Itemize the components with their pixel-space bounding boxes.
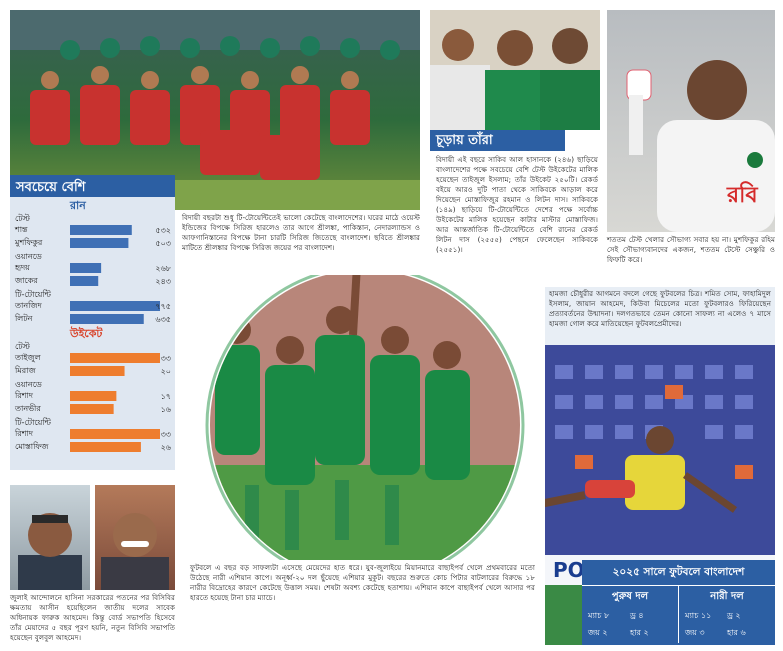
player-name: তানজিদ <box>14 301 43 310</box>
format-label: টেস্ট <box>15 213 31 223</box>
value-label: ৬৩৫ <box>155 315 171 324</box>
bar <box>70 314 144 324</box>
team-stat: ড্র ২ <box>727 611 741 620</box>
value-label: ৫০৩ <box>155 239 171 248</box>
mushfiq-caption: শততম টেস্ট খেলার সৌভাগ্য সবার হয় না। মু… <box>607 235 775 264</box>
bar <box>70 276 99 286</box>
team-stats: ম্যাচ ১১ ড্র ২ জয় ৩ হার ৬ <box>685 610 769 640</box>
team-stats: ম্যাচ ৮ ড্র ৪ জয় ২ হার ২ <box>588 610 672 640</box>
stats-panel: সবচেয়ে বেশি রান টেস্ট শান্ত ৫৩২ মুশফিকুর ৫০৩ ও… <box>10 175 175 470</box>
bar <box>70 442 141 452</box>
player-name: রিশাদ <box>14 429 34 438</box>
panel-title: সবচেয়ে বেশি <box>15 178 87 195</box>
player-name: হৃদয় <box>14 263 30 272</box>
records-text: বিদায়ী এই বছরে সাকিব আল হাসানকে (২৪৬) ছ… <box>436 155 598 254</box>
player-name: মুশফিকুর <box>14 238 43 247</box>
format-label: ওয়ানডে <box>15 380 42 389</box>
jersey-text: রবি <box>726 181 758 208</box>
bulbul-photo <box>95 485 175 590</box>
bar <box>70 225 132 235</box>
summary-title: ২০২৫ সালে ফুটবলে বাংলাদেশ <box>582 560 775 586</box>
records-photo <box>430 10 600 130</box>
section-heading: রান <box>69 199 86 212</box>
value-label: ২৬৮ <box>155 264 171 273</box>
value-label: ৭৭৫ <box>155 302 171 311</box>
team-column: নারী দল ম্যাচ ১১ ড্র ২ জয় ৩ হার ৬ <box>678 586 775 643</box>
format-label: টি-টোয়েন্টি <box>14 289 52 299</box>
team-stat: হার ৬ <box>727 628 746 637</box>
bar <box>70 391 117 401</box>
faruk-photo-art <box>18 513 82 590</box>
women-photo-art <box>205 264 525 585</box>
team-stat: ম্যাচ ১১ <box>685 611 712 620</box>
value-label: ২৪৩ <box>155 277 171 286</box>
section-heading: উইকেট <box>69 326 103 340</box>
team-name: পুরুষ দল <box>611 591 649 602</box>
bar <box>70 301 160 311</box>
player-name: রিশাদ <box>14 391 34 400</box>
faruk-photo <box>10 485 90 590</box>
bar <box>70 366 125 376</box>
team-stat: ড্র ৪ <box>630 611 644 620</box>
records-photo-art <box>430 28 600 130</box>
value-label: ২৬ <box>161 443 171 452</box>
value-label: ৩৩ <box>161 354 171 363</box>
player-name: তাইজুল <box>14 353 42 362</box>
team-photo-art <box>10 10 420 210</box>
bar <box>70 238 129 248</box>
player-name: জাকের <box>14 276 38 285</box>
mushfiq-photo: রবি <box>607 10 775 232</box>
panel-title-bg <box>10 175 175 197</box>
format-label: ওয়ানডে <box>15 252 42 261</box>
value-label: ১৭ <box>161 392 171 401</box>
bar <box>70 429 160 439</box>
bar <box>70 353 160 363</box>
team-stat: ম্যাচ ৮ <box>588 611 610 620</box>
mushfiq-photo-art: রবি <box>626 60 775 232</box>
team-caption: বিদায়ী বছরটা শুধু টি-টোয়েন্টিতেই ভালো … <box>182 213 420 252</box>
value-label: ৫৩২ <box>155 226 171 235</box>
bulbul-photo-art <box>101 513 169 590</box>
player-name: মিরাজ <box>14 366 36 375</box>
hamza-caption: হামজা চৌধুরীর আগমনে বদলে গেছে ফুটবলের চি… <box>549 289 771 328</box>
summary-teams: পুরুষ দল ম্যাচ ৮ ড্র ৪ জয় ২ হার ২ নারী দল ম্য… <box>582 586 775 643</box>
value-label: ৩৩ <box>161 430 171 439</box>
team-stat: জয় ২ <box>588 628 608 637</box>
team-name: নারী দল <box>710 591 744 602</box>
player-name: মোস্তাফিজ <box>15 442 49 451</box>
women-caption: ফুটবলে এ বছর বড় সাফল্যটা এসেছে মেয়েদের… <box>190 563 535 602</box>
format-label: টি-টোয়েন্টি <box>14 417 52 427</box>
team-stat: জয় ৩ <box>685 628 705 637</box>
player-name: লিটন <box>14 313 33 323</box>
football-summary: ২০২৫ সালে ফুটবলে বাংলাদেশ পুরুষ দল ম্যাচ … <box>582 560 775 645</box>
hamza-caption-box: হামজা চৌধুরীর আগমনে বদলে গেছে ফুটবলের চি… <box>545 287 775 345</box>
bar <box>70 263 102 273</box>
records-heading: চূড়ায় তাঁরা <box>430 130 565 151</box>
value-label: ১৬ <box>161 405 171 414</box>
team-stat: হার ২ <box>630 628 649 637</box>
player-name: শান্ত <box>14 225 28 234</box>
team-column: পুরুষ দল ম্যাচ ৮ ড্র ৪ জয় ২ হার ২ <box>582 586 678 643</box>
value-label: ২০ <box>161 367 171 376</box>
women-photo <box>185 264 535 585</box>
player-name: তানভীর <box>14 403 41 413</box>
format-label: টেস্ট <box>15 341 31 351</box>
bar <box>70 404 114 414</box>
bcb-caption: জুলাই আন্দোলনে হাসিনা সরকারের পতনের পর ব… <box>10 593 175 642</box>
